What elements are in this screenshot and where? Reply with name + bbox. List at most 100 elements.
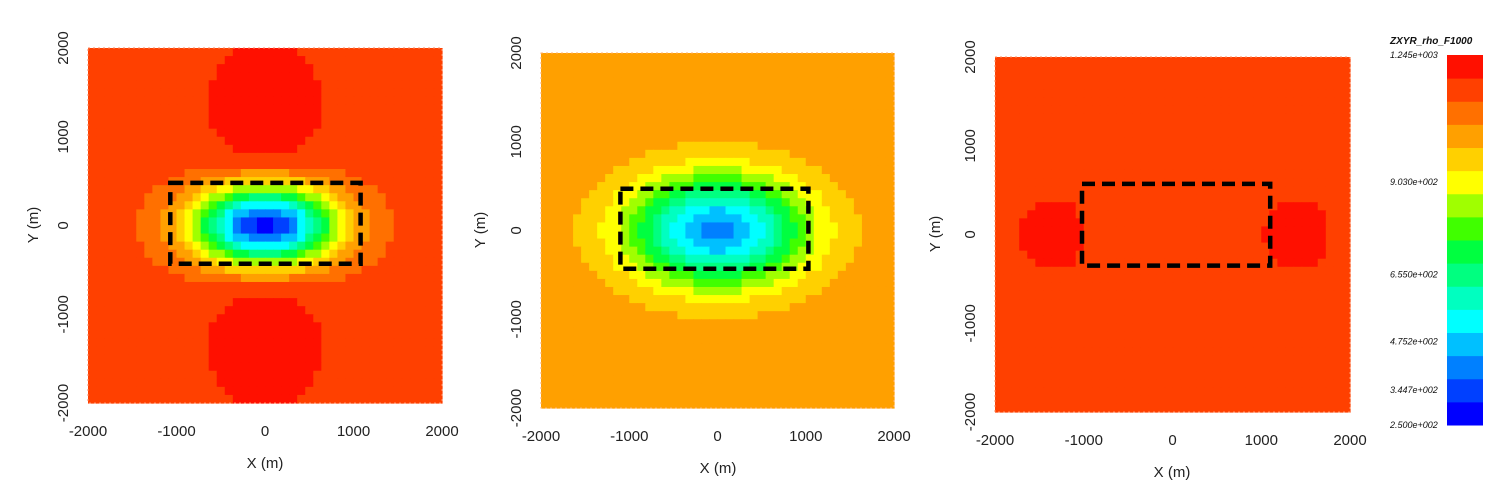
heatmap-cell (653, 109, 662, 119)
heatmap-cell (353, 281, 363, 291)
heatmap-cell (797, 230, 807, 240)
heatmap-cell (1043, 57, 1053, 66)
heatmap-cell (337, 185, 347, 194)
heatmap-cell (1301, 113, 1311, 123)
heatmap-cell (1003, 73, 1012, 82)
heatmap-cell (685, 319, 695, 328)
panel-1-x-ticks: -2000 -1000 0 1000 2000 (69, 423, 459, 440)
heatmap-cell (224, 177, 234, 186)
heatmap-cell (321, 322, 330, 331)
heatmap-cell (541, 319, 550, 328)
heatmap-cell (813, 141, 823, 151)
heatmap-cell (144, 225, 153, 235)
heatmap-cell (765, 295, 775, 304)
heatmap-cell (589, 214, 598, 224)
heatmap-cell (733, 367, 743, 377)
heatmap-cell (645, 149, 654, 159)
heatmap-cell (1091, 169, 1101, 179)
heatmap-cell (232, 217, 242, 227)
heatmap-cell (861, 375, 871, 385)
heatmap-cell (1116, 81, 1125, 90)
heatmap-cell (208, 322, 218, 331)
heatmap-cell (152, 273, 162, 283)
heatmap-cell (216, 136, 226, 146)
heatmap-cell (773, 61, 783, 70)
heatmap-cell (321, 362, 330, 372)
heatmap-cell (232, 128, 242, 138)
heatmap-cell (581, 125, 590, 135)
heatmap-cell (112, 354, 121, 364)
heatmap-cell (805, 359, 815, 369)
heatmap-cell (1204, 153, 1214, 163)
heatmap-cell (377, 394, 387, 404)
heatmap-cell (749, 351, 759, 361)
heatmap-cell (321, 120, 330, 130)
heatmap-cell (693, 246, 703, 256)
heatmap-cell (144, 128, 153, 138)
heatmap-cell (120, 306, 129, 315)
heatmap-cell (837, 359, 847, 369)
heatmap-cell (1003, 65, 1012, 74)
heatmap-cell (629, 254, 638, 264)
heatmap-cell (345, 96, 355, 106)
heatmap-cell (541, 214, 550, 224)
heatmap-cell (313, 209, 322, 219)
heatmap-cell (401, 193, 411, 202)
heatmap-cell (733, 311, 743, 320)
heatmap-cell (557, 61, 566, 70)
heatmap-cell (541, 85, 550, 94)
heatmap-cell (240, 378, 250, 388)
heatmap-cell (581, 286, 590, 296)
heatmap-cell (305, 144, 314, 154)
heatmap-cell (393, 354, 403, 364)
heatmap-cell (184, 233, 194, 243)
heatmap-cell (1027, 178, 1036, 187)
heatmap-cell (565, 101, 574, 111)
heatmap-cell (541, 375, 550, 385)
heatmap-cell (409, 217, 419, 227)
heatmap-cell (361, 193, 371, 202)
heatmap-cell (805, 109, 815, 119)
heatmap-cell (1140, 129, 1149, 139)
heatmap-cell (1333, 194, 1343, 203)
heatmap-cell (685, 198, 695, 207)
heatmap-cell (200, 185, 210, 194)
heatmap-cell (256, 338, 266, 348)
heatmap-cell (613, 319, 622, 328)
heatmap-cell (877, 125, 887, 135)
heatmap-cell (425, 64, 435, 73)
heatmap-cell (345, 265, 355, 275)
heatmap-cell (144, 290, 153, 299)
heatmap-cell (1027, 121, 1036, 131)
heatmap-cell (361, 96, 371, 106)
heatmap-cell (709, 93, 719, 103)
heatmap-cell (813, 295, 823, 304)
heatmap-cell (361, 104, 371, 114)
heatmap-cell (885, 286, 895, 296)
heatmap-cell (869, 383, 879, 393)
heatmap-cell (773, 222, 783, 232)
heatmap-cell (829, 254, 839, 264)
heatmap-cell (104, 362, 113, 372)
heatmap-cell (877, 133, 887, 143)
heatmap-cell (232, 120, 242, 130)
heatmap-cell (96, 322, 105, 331)
heatmap-cell (789, 351, 799, 361)
heatmap-cell (541, 383, 550, 393)
heatmap-cell (393, 362, 403, 372)
heatmap-cell (869, 69, 879, 78)
heatmap-cell (232, 241, 242, 251)
heatmap-cell (393, 80, 403, 89)
heatmap-cell (693, 125, 703, 135)
heatmap-cell (361, 217, 371, 227)
heatmap-cell (200, 169, 210, 178)
heatmap-cell (1083, 226, 1093, 236)
heatmap-cell (136, 177, 145, 186)
heatmap-cell (313, 185, 322, 194)
heatmap-cell (653, 53, 662, 62)
heatmap-cell (661, 343, 670, 353)
heatmap-cell (1107, 57, 1117, 66)
heatmap-cell (1220, 194, 1230, 203)
heatmap-cell (805, 53, 815, 62)
heatmap-cell (725, 303, 735, 312)
